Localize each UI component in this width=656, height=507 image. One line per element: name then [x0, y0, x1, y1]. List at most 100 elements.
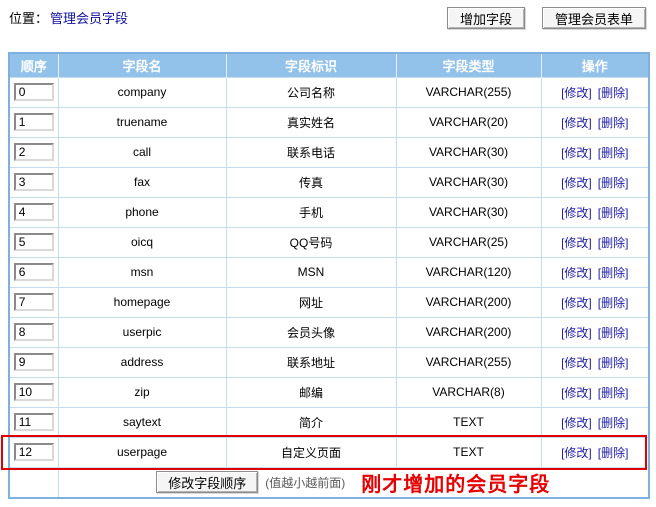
- delete-link[interactable]: [删除]: [597, 205, 629, 220]
- modify-link[interactable]: [修改]: [561, 385, 592, 400]
- order-input[interactable]: [13, 323, 54, 341]
- reorder-hint: (值越小越前面): [265, 475, 346, 490]
- new-field-annotation: 刚才增加的会员字段: [361, 473, 551, 496]
- field-label-cell: 联系地址: [226, 346, 397, 377]
- order-input[interactable]: [13, 293, 54, 311]
- member-fields-table: 顺序 字段名 字段标识 字段类型 操作 company公司名称VARCHAR(2…: [8, 52, 650, 499]
- field-type-cell: VARCHAR(255): [396, 76, 542, 107]
- delete-link[interactable]: [删除]: [597, 175, 629, 190]
- modify-link[interactable]: [修改]: [561, 445, 592, 460]
- modify-link[interactable]: [修改]: [561, 205, 592, 220]
- order-cell: [9, 316, 59, 347]
- field-type-cell: VARCHAR(255): [396, 346, 542, 377]
- delete-link[interactable]: [删除]: [597, 355, 629, 370]
- order-cell: [9, 406, 59, 437]
- operations-cell: [修改] [删除]: [541, 406, 649, 437]
- manage-member-form-button[interactable]: 管理会员表单: [541, 7, 646, 29]
- header-field-name: 字段名: [58, 53, 227, 77]
- modify-link[interactable]: [修改]: [561, 265, 592, 280]
- field-label-cell: 网址: [226, 286, 397, 317]
- field-name-cell: homepage: [58, 286, 227, 317]
- order-cell: [9, 376, 59, 407]
- field-name-cell: saytext: [58, 406, 227, 437]
- operations-cell: [修改] [删除]: [541, 196, 649, 227]
- modify-link[interactable]: [修改]: [561, 175, 592, 190]
- order-input[interactable]: [13, 263, 54, 281]
- table-footer-row: 修改字段顺序 (值越小越前面) 刚才增加的会员字段: [9, 466, 649, 498]
- operations-cell: [修改] [删除]: [541, 316, 649, 347]
- order-cell: [9, 136, 59, 167]
- field-name-cell: company: [58, 76, 227, 107]
- order-input[interactable]: [13, 233, 54, 251]
- order-cell: [9, 256, 59, 287]
- delete-link[interactable]: [删除]: [597, 235, 629, 250]
- order-cell: [9, 436, 59, 467]
- delete-link[interactable]: [删除]: [597, 325, 629, 340]
- modify-link[interactable]: [修改]: [561, 235, 592, 250]
- field-type-cell: TEXT: [396, 436, 542, 467]
- delete-link[interactable]: [删除]: [597, 265, 629, 280]
- order-input[interactable]: [13, 173, 54, 191]
- modify-link[interactable]: [修改]: [561, 145, 592, 160]
- modify-link[interactable]: [修改]: [561, 415, 592, 430]
- delete-link[interactable]: [删除]: [597, 385, 629, 400]
- header-field-label: 字段标识: [226, 53, 397, 77]
- order-input[interactable]: [13, 413, 54, 431]
- field-label-cell: 自定义页面: [226, 436, 397, 467]
- add-field-button[interactable]: 增加字段: [446, 7, 525, 29]
- order-input[interactable]: [13, 353, 54, 371]
- order-cell: [9, 226, 59, 257]
- field-type-cell: VARCHAR(200): [396, 286, 542, 317]
- delete-link[interactable]: [删除]: [597, 295, 629, 310]
- field-name-cell: zip: [58, 376, 227, 407]
- operations-cell: [修改] [删除]: [541, 286, 649, 317]
- modify-link[interactable]: [修改]: [561, 325, 592, 340]
- reorder-fields-button[interactable]: 修改字段顺序: [156, 471, 259, 493]
- field-name-cell: msn: [58, 256, 227, 287]
- order-input[interactable]: [13, 443, 54, 461]
- field-name-cell: oicq: [58, 226, 227, 257]
- order-input[interactable]: [13, 113, 54, 131]
- operations-cell: [修改] [删除]: [541, 256, 649, 287]
- delete-link[interactable]: [删除]: [597, 145, 629, 160]
- delete-link[interactable]: [删除]: [597, 445, 629, 460]
- breadcrumb: 位置： 管理会员字段: [9, 8, 128, 27]
- order-input[interactable]: [13, 143, 54, 161]
- field-name-cell: fax: [58, 166, 227, 197]
- modify-link[interactable]: [修改]: [561, 355, 592, 370]
- order-input[interactable]: [13, 383, 54, 401]
- field-type-cell: VARCHAR(200): [396, 316, 542, 347]
- field-label-cell: 公司名称: [226, 76, 397, 107]
- order-input[interactable]: [13, 203, 54, 221]
- order-cell: [9, 166, 59, 197]
- field-name-cell: call: [58, 136, 227, 167]
- footer-actions-cell: 修改字段顺序 (值越小越前面) 刚才增加的会员字段: [58, 466, 649, 498]
- delete-link[interactable]: [删除]: [597, 85, 629, 100]
- field-name-cell: phone: [58, 196, 227, 227]
- header-field-type: 字段类型: [396, 53, 542, 77]
- operations-cell: [修改] [删除]: [541, 436, 649, 467]
- header-operations: 操作: [541, 53, 649, 77]
- field-label-cell: 会员头像: [226, 316, 397, 347]
- order-input[interactable]: [13, 83, 54, 101]
- breadcrumb-link-manage-fields[interactable]: 管理会员字段: [50, 11, 129, 26]
- modify-link[interactable]: [修改]: [561, 295, 592, 310]
- delete-link[interactable]: [删除]: [597, 415, 629, 430]
- field-type-cell: VARCHAR(30): [396, 136, 542, 167]
- field-name-cell: address: [58, 346, 227, 377]
- field-label-cell: 简介: [226, 406, 397, 437]
- modify-link[interactable]: [修改]: [561, 115, 592, 130]
- modify-link[interactable]: [修改]: [561, 85, 592, 100]
- top-bar: 位置： 管理会员字段 增加字段 管理会员表单: [0, 0, 656, 52]
- delete-link[interactable]: [删除]: [597, 115, 629, 130]
